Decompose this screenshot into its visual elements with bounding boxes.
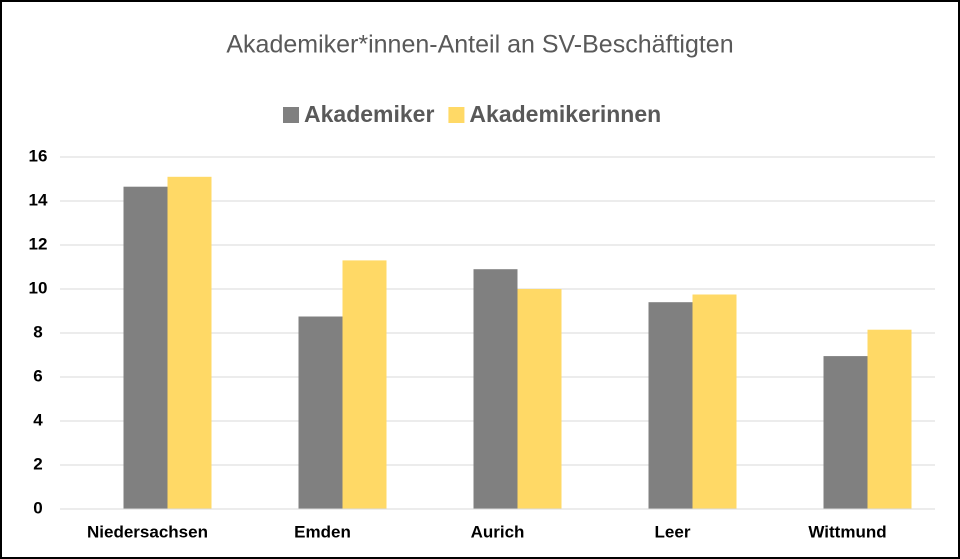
chart-title: Akademiker*innen-Anteil an SV-Beschäftig… <box>226 31 733 59</box>
legend: Akademiker Akademikerinnen <box>283 101 661 127</box>
x-tick-label: Leer <box>655 522 691 541</box>
bar <box>517 289 562 509</box>
legend-label: Akademiker <box>304 101 434 127</box>
y-tick-label: 4 <box>33 410 43 429</box>
bar <box>823 356 868 509</box>
bar <box>473 269 518 509</box>
x-tick-label: Niedersachsen <box>87 522 208 541</box>
x-tick-label: Aurich <box>471 522 525 541</box>
bar <box>648 302 693 509</box>
y-tick-label: 0 <box>33 498 42 517</box>
x-tick-label: Emden <box>294 522 351 541</box>
legend-swatch <box>448 107 465 123</box>
y-tick-label: 14 <box>29 190 48 209</box>
y-tick-label: 10 <box>29 278 48 297</box>
bar <box>867 329 912 509</box>
x-tick-label: Wittmund <box>808 522 886 541</box>
y-tick-label: 12 <box>29 234 48 253</box>
legend-label: Akademikerinnen <box>469 101 661 127</box>
bar <box>298 316 343 509</box>
legend-swatch <box>283 107 299 123</box>
y-tick-label: 6 <box>33 366 42 385</box>
bar <box>342 260 387 509</box>
y-tick-label: 8 <box>33 322 42 341</box>
bar <box>167 176 212 510</box>
y-tick-label: 16 <box>29 146 48 165</box>
bar <box>123 186 168 509</box>
bar <box>692 294 737 509</box>
y-tick-label: 2 <box>33 454 42 473</box>
